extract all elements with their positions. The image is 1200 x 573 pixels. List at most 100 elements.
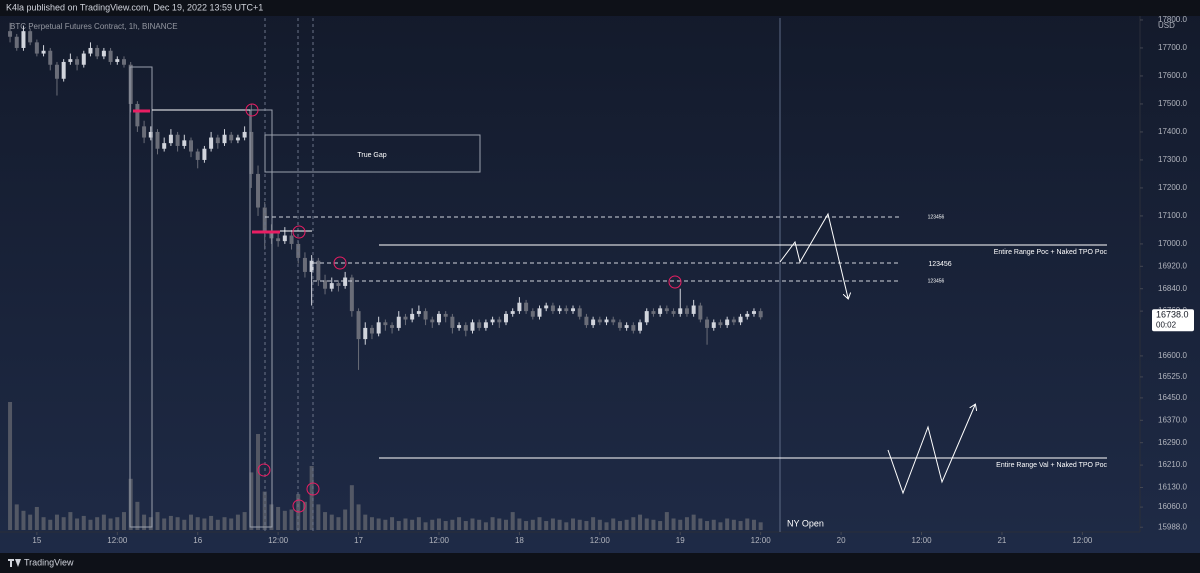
candle-body bbox=[457, 325, 462, 328]
volume-bar bbox=[597, 519, 602, 530]
volume-bar bbox=[269, 504, 274, 530]
volume-bar bbox=[316, 504, 321, 530]
candle-body bbox=[343, 277, 348, 286]
candle-body bbox=[256, 173, 261, 208]
volume-bar bbox=[416, 517, 421, 530]
volume-bar bbox=[664, 512, 669, 530]
volume-bar bbox=[54, 514, 59, 530]
volume-bar bbox=[108, 518, 113, 530]
y-tick-label: 17200.0 bbox=[1158, 183, 1187, 192]
volume-bar bbox=[503, 519, 508, 530]
y-tick-label: 16840.0 bbox=[1158, 284, 1187, 293]
y-tick-label: 17700.0 bbox=[1158, 43, 1187, 52]
candle-body bbox=[34, 42, 39, 54]
volume-bar bbox=[758, 522, 763, 530]
candle-body bbox=[658, 308, 663, 314]
candle-body bbox=[738, 316, 743, 323]
candle-body bbox=[135, 103, 140, 127]
candle-body bbox=[517, 302, 522, 312]
volume-bar bbox=[678, 519, 683, 530]
candle-body bbox=[54, 64, 59, 79]
volume-bar bbox=[644, 518, 649, 530]
highlight-circle bbox=[257, 463, 271, 477]
y-tick-label: 17100.0 bbox=[1158, 211, 1187, 220]
volume-bar bbox=[684, 517, 689, 530]
price-tag-countdown: 00:02 bbox=[1156, 320, 1177, 329]
highlight-circle bbox=[292, 499, 306, 513]
candle-body bbox=[483, 322, 488, 328]
y-tick-label: 16600.0 bbox=[1158, 351, 1187, 360]
volume-bar bbox=[390, 517, 395, 530]
candle-body bbox=[336, 283, 341, 286]
candle-body bbox=[349, 277, 354, 312]
volume-bar bbox=[363, 514, 368, 530]
volume-bar bbox=[329, 514, 334, 530]
volume-bar bbox=[282, 510, 287, 530]
x-tick-label: 16 bbox=[193, 536, 202, 545]
volume-bar bbox=[691, 514, 696, 530]
candle-body bbox=[430, 319, 435, 323]
volume-bar bbox=[323, 512, 328, 530]
candle-body bbox=[101, 50, 106, 57]
x-tick-label: 19 bbox=[676, 536, 685, 545]
volume-bar bbox=[68, 512, 73, 530]
candle-body bbox=[758, 311, 763, 318]
volume-bar bbox=[517, 518, 522, 530]
candle-body bbox=[68, 59, 73, 62]
candle-body bbox=[142, 126, 147, 138]
volume-bar bbox=[21, 510, 26, 530]
volume-bar bbox=[638, 514, 643, 530]
y-tick-label: 17500.0 bbox=[1158, 99, 1187, 108]
candle-body bbox=[403, 316, 408, 320]
volume-bar bbox=[658, 521, 663, 530]
volume-bar bbox=[436, 518, 441, 530]
volume-bar bbox=[309, 466, 314, 530]
volume-bar bbox=[524, 521, 529, 530]
candle-body bbox=[571, 308, 576, 312]
y-axis-label: USD bbox=[1158, 21, 1175, 30]
y-tick-label: 16210.0 bbox=[1158, 460, 1187, 469]
true-gap-label: True Gap bbox=[357, 152, 386, 159]
symbol-title: BTC Perpetual Futures Contract, 1h, BINA… bbox=[10, 22, 178, 31]
volume-bar bbox=[8, 402, 13, 530]
volume-bar bbox=[121, 512, 126, 530]
candle-body bbox=[195, 151, 200, 160]
candle-body bbox=[222, 134, 227, 144]
candle-body bbox=[463, 325, 468, 331]
volume-bar bbox=[651, 519, 656, 530]
volume-bar bbox=[369, 517, 374, 530]
volume-bar bbox=[142, 514, 147, 530]
candle-body bbox=[296, 243, 301, 258]
volume-bar bbox=[430, 519, 435, 530]
volume-bar bbox=[302, 501, 307, 530]
volume-bar bbox=[624, 519, 629, 530]
volume-bar bbox=[396, 521, 401, 530]
candle-body bbox=[510, 311, 515, 314]
volume-bar bbox=[336, 517, 341, 530]
candle-body bbox=[309, 260, 314, 272]
volume-bar bbox=[209, 515, 214, 530]
x-tick-label: 12:00 bbox=[912, 536, 933, 545]
volume-bar bbox=[510, 512, 515, 530]
volume-bar bbox=[289, 509, 294, 530]
publisher: K4la published on TradingView.com, Dec 1… bbox=[6, 2, 263, 12]
volume-bar bbox=[28, 514, 33, 530]
y-tick-label: 17300.0 bbox=[1158, 155, 1187, 164]
candle-body bbox=[591, 319, 596, 326]
volume-bar bbox=[751, 519, 756, 530]
candle-body bbox=[644, 311, 649, 323]
candle-body bbox=[631, 325, 636, 331]
x-tick-label: 12:00 bbox=[429, 536, 450, 545]
volume-bar bbox=[162, 518, 167, 530]
x-tick-label: 20 bbox=[837, 536, 846, 545]
volume-bar bbox=[195, 517, 200, 530]
candle-body bbox=[577, 308, 582, 317]
candle-body bbox=[490, 319, 495, 323]
candle-body bbox=[88, 47, 93, 54]
volume-bar bbox=[423, 522, 428, 530]
val-label: Entire Range Val + Naked TPO Poc bbox=[996, 462, 1107, 469]
volume-bar bbox=[711, 519, 716, 530]
volume-bar bbox=[550, 518, 555, 530]
candle-body bbox=[209, 137, 214, 149]
